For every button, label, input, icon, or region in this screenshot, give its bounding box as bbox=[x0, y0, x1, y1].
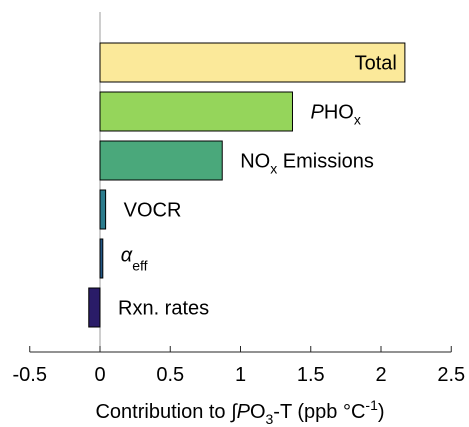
x-tick-label: 0 bbox=[94, 364, 105, 386]
bar-label-rxn-rates: Rxn. rates bbox=[118, 298, 209, 320]
x-axis-label-units: -T (ppb °C bbox=[273, 401, 365, 423]
x-tick-label: 1 bbox=[235, 364, 246, 386]
bar-nox-emissions bbox=[99, 140, 223, 181]
bar-vocr bbox=[99, 189, 107, 230]
x-axis-label-var: P bbox=[237, 401, 251, 423]
x-axis-label-sup: -1 bbox=[365, 397, 378, 413]
bar-eff bbox=[99, 238, 104, 279]
x-axis-label-prefix: Contribution to ∫ bbox=[95, 401, 238, 423]
x-tick-label: -0.5 bbox=[13, 364, 47, 386]
bar-label-phox: PHOx bbox=[310, 102, 360, 128]
x-tick-label: 2 bbox=[375, 364, 386, 386]
bar-label-vocr: VOCR bbox=[124, 200, 182, 222]
x-tick-label: 2.5 bbox=[437, 364, 465, 386]
bar-phox bbox=[99, 91, 293, 132]
x-axis-label-close: ) bbox=[378, 401, 385, 423]
x-axis-label-sub-3: 3 bbox=[266, 411, 274, 427]
x-axis-label-o: O bbox=[250, 401, 266, 423]
x-axis-label: Contribution to ∫PO3-T (ppb °C-1) bbox=[95, 397, 384, 427]
x-tick-label: 1.5 bbox=[297, 364, 325, 386]
bar-label-nox-emissions: NOx Emissions bbox=[240, 151, 374, 177]
x-axis: -0.5 0 0.5 1 1.5 2 2.5 bbox=[13, 346, 465, 386]
bar-rxn-rates bbox=[88, 287, 101, 328]
bar-label-eff: αeff bbox=[121, 245, 148, 274]
bar-total bbox=[99, 42, 406, 83]
x-tick-label: 0.5 bbox=[156, 364, 184, 386]
bar-label-total: Total bbox=[355, 53, 397, 75]
bars-layer: Total PHOx NOx Emissions VOCR αeff Rxn. rates bbox=[88, 42, 406, 328]
